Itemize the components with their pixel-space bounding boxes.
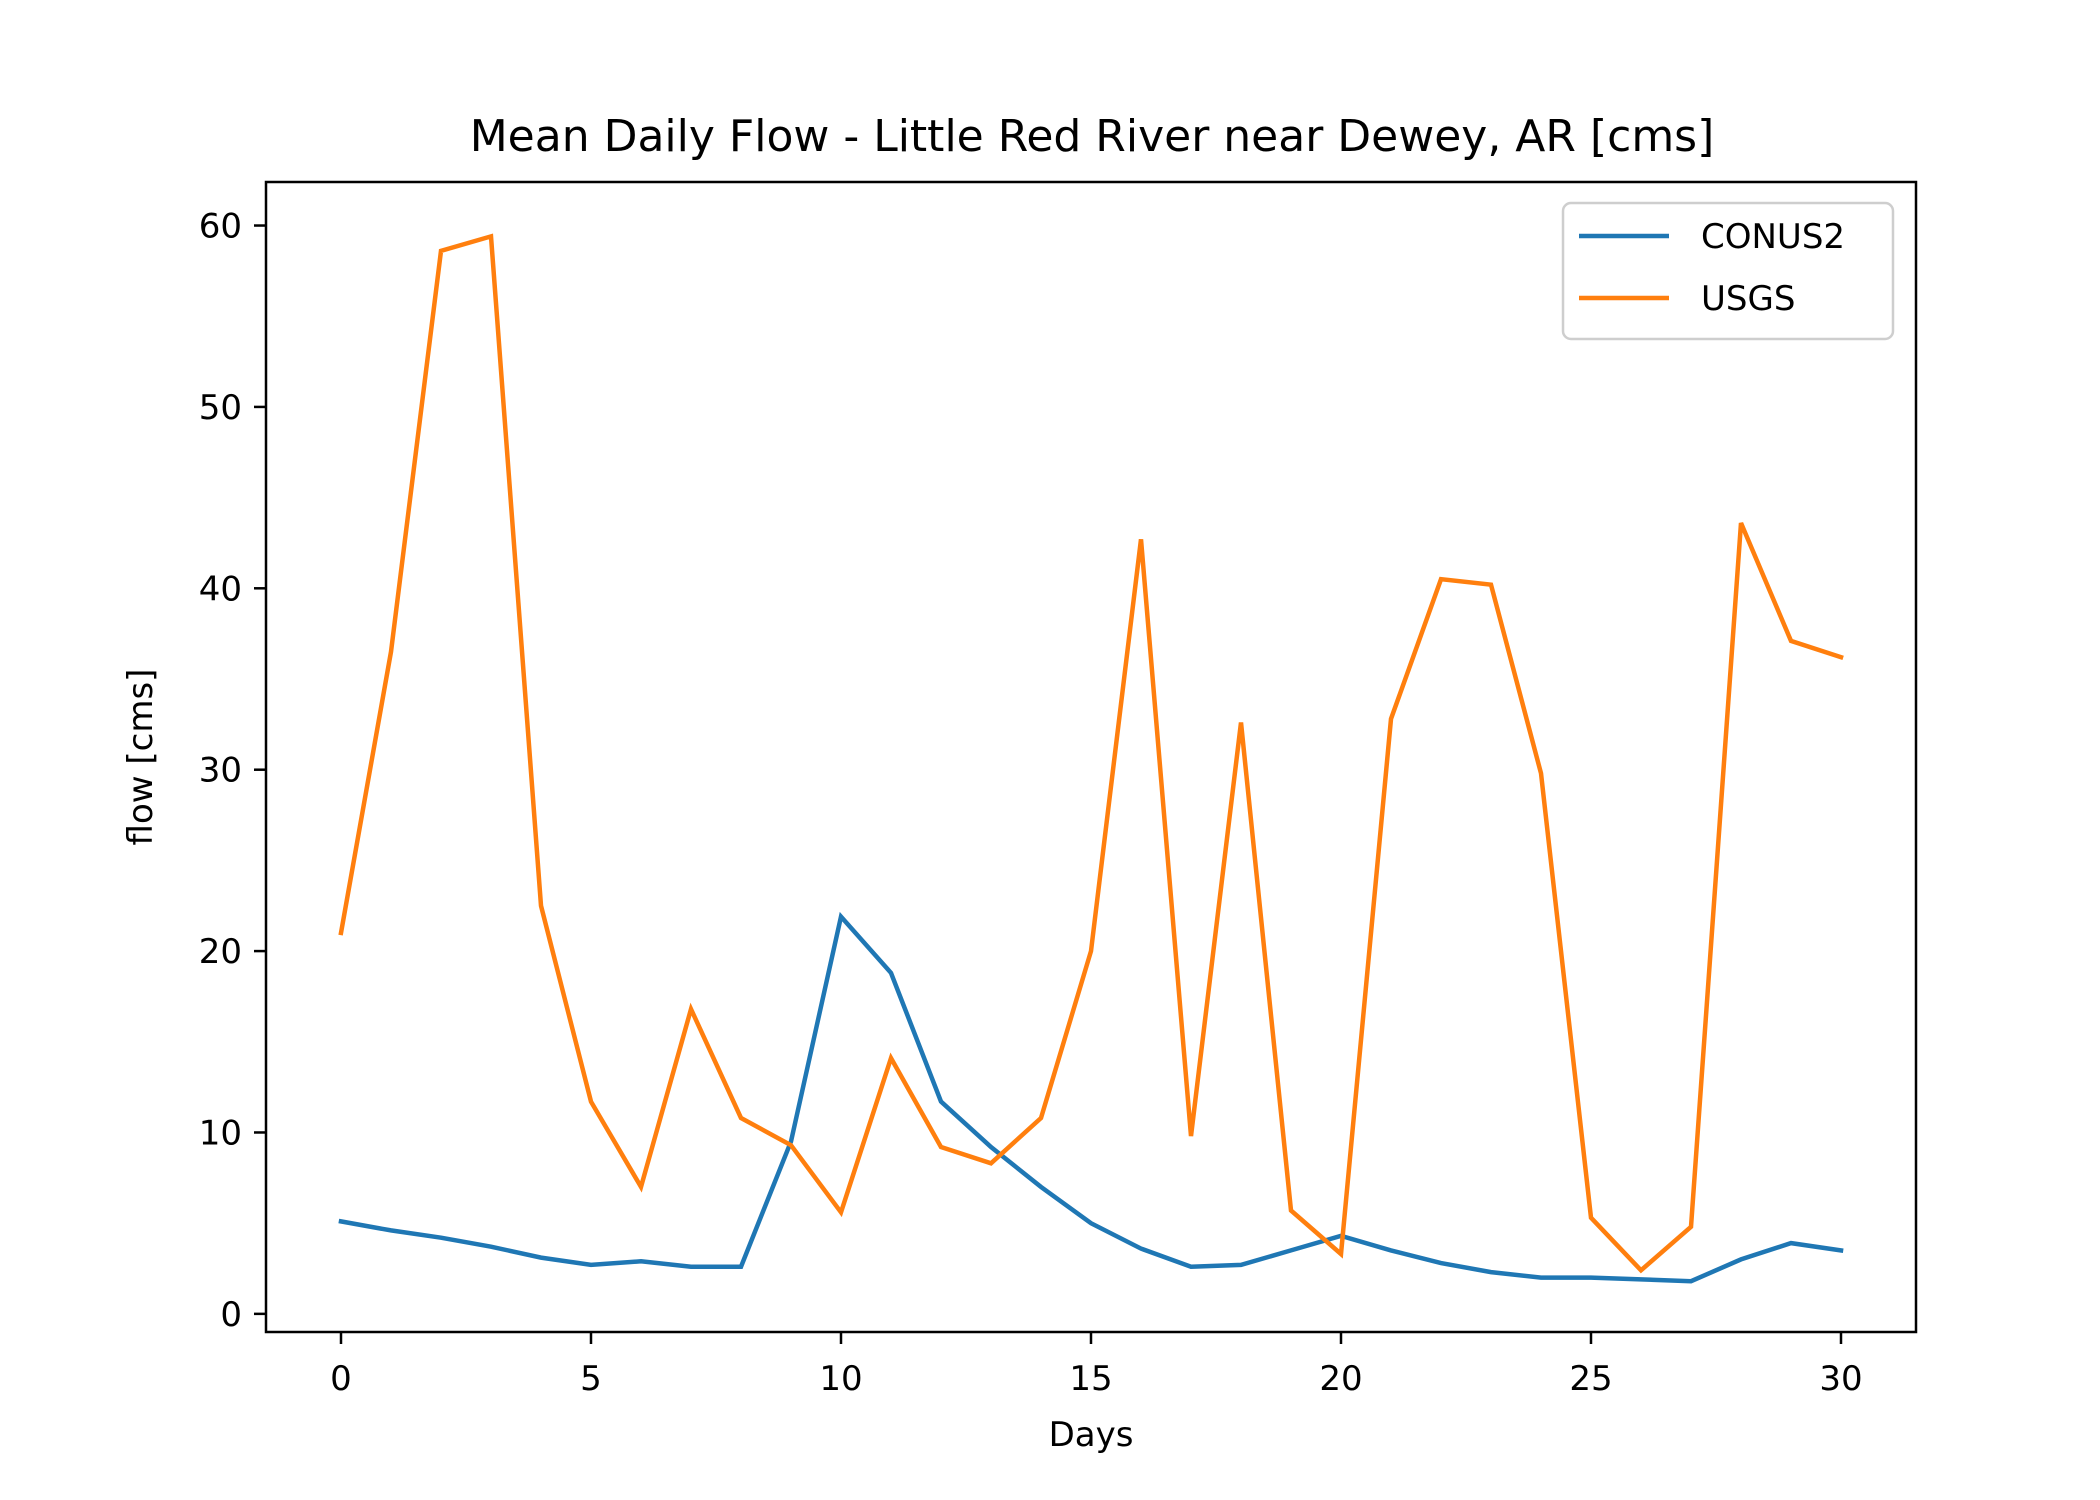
series-line-usgs bbox=[338, 233, 1844, 1274]
legend-label-conus2: CONUS2 bbox=[1701, 217, 1845, 257]
x-tick-label: 25 bbox=[1569, 1359, 1612, 1399]
x-axis-label: Days bbox=[1049, 1415, 1134, 1455]
y-tick-label: 50 bbox=[199, 388, 242, 428]
y-tick-label: 0 bbox=[220, 1295, 242, 1335]
x-axis: 0 5 10 15 20 25 30 bbox=[330, 1332, 1863, 1399]
y-tick-label: 40 bbox=[199, 569, 242, 609]
chart-title: Mean Daily Flow - Little Red River near … bbox=[470, 111, 1715, 162]
y-axis-label: flow [cms] bbox=[121, 669, 161, 846]
series-line-conus2 bbox=[338, 911, 1844, 1284]
series-layer bbox=[338, 233, 1844, 1284]
x-tick-label: 15 bbox=[1069, 1359, 1112, 1399]
legend-label-usgs: USGS bbox=[1701, 279, 1795, 319]
y-tick-label: 10 bbox=[199, 1113, 242, 1153]
x-tick-label: 0 bbox=[330, 1359, 352, 1399]
y-tick-label: 60 bbox=[199, 207, 242, 247]
legend: CONUS2 USGS bbox=[1561, 201, 1895, 341]
x-tick-label: 10 bbox=[819, 1359, 862, 1399]
x-tick-label: 20 bbox=[1319, 1359, 1362, 1399]
y-tick-label: 20 bbox=[199, 932, 242, 972]
y-tick-label: 30 bbox=[199, 751, 242, 791]
x-tick-label: 30 bbox=[1819, 1359, 1862, 1399]
x-tick-label: 5 bbox=[580, 1359, 602, 1399]
y-axis: 0 10 20 30 40 50 60 bbox=[199, 207, 266, 1335]
